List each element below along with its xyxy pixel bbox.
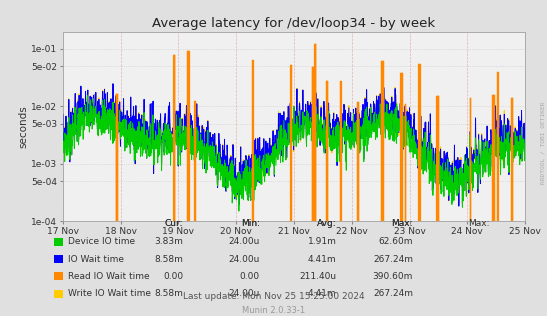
Text: 8.58m: 8.58m: [154, 289, 183, 298]
Text: IO Wait time: IO Wait time: [68, 255, 124, 264]
Text: 4.41m: 4.41m: [308, 255, 336, 264]
Text: Read IO Wait time: Read IO Wait time: [68, 272, 150, 281]
Text: Max:: Max:: [392, 219, 413, 228]
Text: Min:: Min:: [241, 219, 260, 228]
Text: 62.60m: 62.60m: [379, 237, 413, 246]
Text: Write IO Wait time: Write IO Wait time: [68, 289, 152, 298]
Text: 267.24m: 267.24m: [373, 255, 413, 264]
Y-axis label: seconds: seconds: [19, 105, 28, 148]
Text: Cur:: Cur:: [165, 219, 183, 228]
Text: 24.00u: 24.00u: [229, 237, 260, 246]
Text: Max:: Max:: [468, 219, 490, 228]
Text: 211.40u: 211.40u: [299, 272, 336, 281]
Text: RRDTOOL / TOBI OETIKER: RRDTOOL / TOBI OETIKER: [541, 101, 546, 184]
Text: Min:: Min:: [241, 219, 260, 228]
Text: 390.60m: 390.60m: [373, 272, 413, 281]
Text: 1.91m: 1.91m: [307, 237, 336, 246]
Title: Average latency for /dev/loop34 - by week: Average latency for /dev/loop34 - by wee…: [153, 17, 435, 30]
Text: 0.00: 0.00: [240, 272, 260, 281]
Text: Last update: Mon Nov 25 15:25:00 2024: Last update: Mon Nov 25 15:25:00 2024: [183, 292, 364, 301]
Text: Cur:: Cur:: [165, 219, 183, 228]
Text: 0.00: 0.00: [163, 272, 183, 281]
Text: 24.00u: 24.00u: [229, 289, 260, 298]
Text: 3.83m: 3.83m: [154, 237, 183, 246]
Text: Avg:: Avg:: [317, 219, 336, 228]
Text: 8.58m: 8.58m: [154, 255, 183, 264]
Text: Avg:: Avg:: [317, 219, 336, 228]
Text: 267.24m: 267.24m: [373, 289, 413, 298]
Text: 4.41m: 4.41m: [308, 289, 336, 298]
Text: Max:: Max:: [392, 219, 413, 228]
Text: Munin 2.0.33-1: Munin 2.0.33-1: [242, 306, 305, 315]
Text: 24.00u: 24.00u: [229, 255, 260, 264]
Text: Device IO time: Device IO time: [68, 237, 136, 246]
